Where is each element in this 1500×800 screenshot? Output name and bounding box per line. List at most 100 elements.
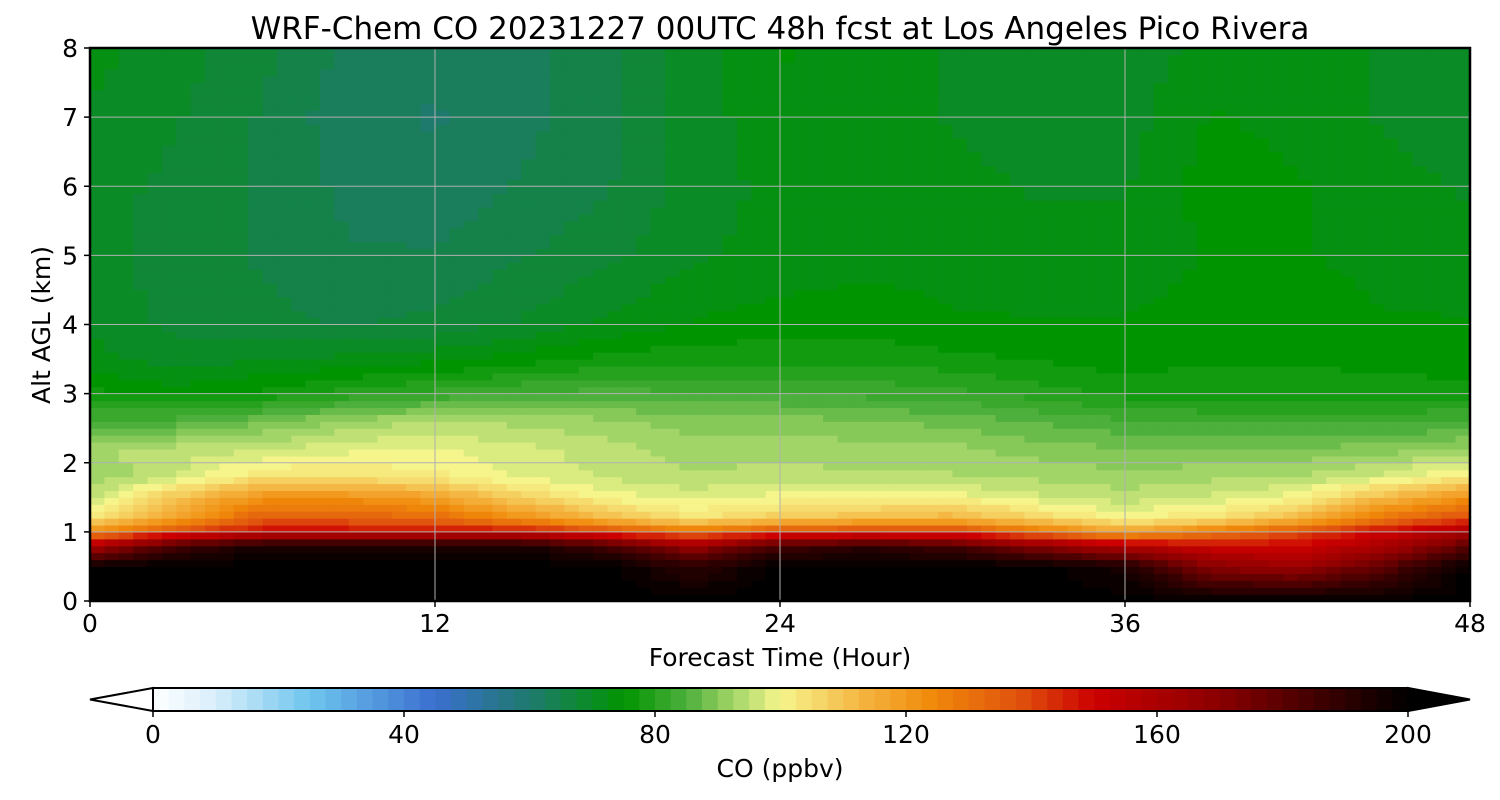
heatmap-cell (492, 559, 508, 568)
heatmap-cell (1297, 448, 1313, 457)
heatmap-cell (550, 483, 565, 491)
heatmap-cell (90, 483, 105, 491)
heatmap-cell (104, 352, 120, 360)
heatmap-cell (636, 566, 652, 574)
heatmap-cell (1254, 428, 1270, 436)
heatmap-cell (952, 365, 968, 374)
heatmap-cell (1383, 497, 1399, 505)
heatmap-cell (363, 296, 379, 305)
heatmap-cell (1268, 386, 1284, 395)
heatmap-cell (981, 469, 997, 478)
heatmap-cell (1383, 455, 1399, 464)
heatmap-cell (1110, 386, 1126, 395)
heatmap-cell (636, 269, 652, 277)
heatmap-cell (147, 241, 163, 250)
heatmap-cell (650, 352, 666, 360)
heatmap-cell (478, 317, 494, 326)
heatmap-cell (262, 587, 278, 595)
heatmap-cell (1153, 248, 1169, 256)
heatmap-cell (636, 276, 652, 284)
heatmap-cell (966, 455, 982, 464)
heatmap-cell (823, 580, 839, 588)
heatmap-cell (1369, 276, 1385, 284)
heatmap-cell (1081, 504, 1097, 512)
heatmap-cell (1010, 248, 1025, 256)
heatmap-cell (1340, 372, 1356, 381)
heatmap-cell (1024, 407, 1040, 415)
heatmap-cell (147, 524, 163, 533)
heatmap-cell (722, 435, 738, 443)
heatmap-cell (1225, 393, 1241, 402)
heatmap-cell (363, 262, 379, 270)
heatmap-cell (492, 331, 508, 339)
heatmap-cell (1196, 359, 1212, 367)
heatmap-cell (938, 379, 954, 388)
heatmap-cell (1355, 269, 1370, 277)
heatmap-cell (1010, 580, 1025, 588)
heatmap-cell (190, 476, 206, 485)
heatmap-cell (995, 365, 1011, 374)
heatmap-cell (219, 435, 235, 443)
heatmap-cell (1196, 365, 1212, 374)
heatmap-cell (90, 359, 105, 367)
heatmap-cell (1038, 490, 1054, 498)
heatmap-cell (679, 393, 695, 402)
heatmap-cell (377, 276, 393, 284)
heatmap-cell (205, 573, 220, 581)
heatmap-cell (1383, 594, 1399, 601)
heatmap-cell (909, 587, 925, 595)
heatmap-cell (966, 262, 982, 270)
heatmap-cell (190, 338, 206, 346)
heatmap-cell (176, 490, 192, 498)
heatmap-cell (133, 248, 149, 256)
heatmap-cell (1182, 400, 1198, 409)
heatmap-cell (1053, 504, 1069, 512)
heatmap-cell (751, 248, 767, 256)
heatmap-cell (1182, 289, 1198, 298)
heatmap-cell (550, 262, 565, 270)
heatmap-cell (406, 338, 422, 346)
heatmap-cell (420, 476, 436, 485)
heatmap-cell (363, 310, 379, 319)
heatmap-cell (1268, 289, 1284, 298)
heatmap-cell (880, 435, 896, 443)
heatmap-cell (1196, 462, 1212, 471)
heatmap-cell (420, 255, 436, 263)
heatmap-cell (1081, 241, 1097, 250)
heatmap-cell (1038, 255, 1054, 263)
heatmap-cell (780, 372, 795, 381)
heatmap-cell (866, 594, 882, 601)
heatmap-cell (736, 269, 752, 277)
heatmap-cell (521, 310, 537, 319)
heatmap-cell (607, 248, 623, 256)
heatmap-cell (305, 504, 321, 512)
heatmap-cell (262, 331, 278, 339)
heatmap-cell (1283, 365, 1299, 374)
heatmap-cell (1383, 552, 1399, 561)
heatmap-cell (1153, 400, 1169, 409)
heatmap-cell (1283, 587, 1299, 595)
heatmap-cell (550, 324, 565, 333)
heatmap-cell (1254, 338, 1270, 346)
heatmap-cell (147, 573, 163, 581)
heatmap-cell (1355, 545, 1370, 554)
heatmap-cell (233, 241, 249, 250)
heatmap-cell (1355, 393, 1370, 402)
heatmap-cell (1196, 352, 1212, 360)
heatmap-cell (161, 566, 177, 574)
heatmap-cell (161, 414, 177, 422)
heatmap-cell (205, 469, 220, 478)
heatmap-cell (1067, 580, 1083, 588)
heatmap-cell (1125, 289, 1140, 298)
heatmap-cell (435, 538, 450, 547)
heatmap-cell (1067, 303, 1083, 312)
heatmap-cell (1297, 400, 1313, 409)
heatmap-cell (1096, 400, 1112, 409)
heatmap-cell (1340, 587, 1356, 595)
heatmap-cell (291, 448, 307, 457)
heatmap-cell (406, 407, 422, 415)
heatmap-cell (880, 276, 896, 284)
heatmap-cell (636, 407, 652, 415)
heatmap-cell (1010, 414, 1025, 422)
heatmap-cell (1426, 462, 1442, 471)
